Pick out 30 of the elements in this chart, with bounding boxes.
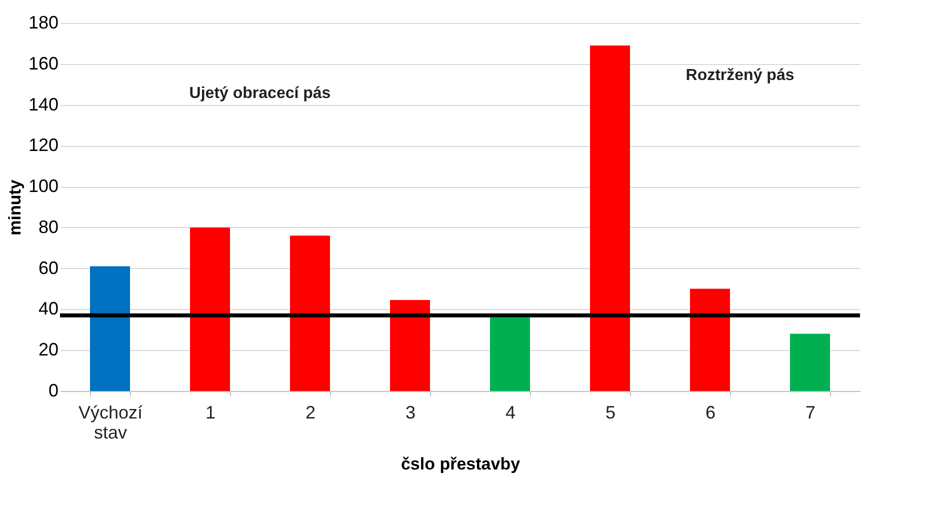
x-tick-label: 1 [205, 402, 216, 422]
x-tick-label: Výchozí stav [78, 402, 143, 442]
x-tick-label: 4 [505, 402, 516, 422]
x-tick-label: 2 [305, 402, 316, 422]
bar [390, 300, 430, 391]
x-tick-label: 5 [605, 402, 616, 422]
bar [590, 45, 630, 391]
x-tick-label: 6 [705, 402, 716, 422]
bar [190, 227, 230, 391]
y-tick-label: 40 [38, 298, 58, 319]
annotation: Roztržený pás [686, 67, 794, 84]
y-tick-label: 140 [28, 94, 58, 114]
y-tick-label: 180 [28, 12, 58, 32]
bar [490, 317, 530, 391]
x-tick-label: 7 [805, 402, 816, 422]
y-tick-label: 60 [38, 258, 58, 278]
y-tick-label: 0 [48, 380, 58, 400]
y-tick-label: 20 [38, 340, 58, 360]
x-axis-title: čslo přestavby [400, 454, 521, 474]
x-tick-label: 3 [405, 402, 416, 422]
annotation: Ujetý obracecí pás [189, 85, 331, 102]
y-tick-label: 100 [28, 176, 58, 196]
bar [790, 334, 830, 391]
bar [290, 236, 330, 391]
y-tick-label: 80 [38, 216, 58, 237]
y-axis-title: minuty [5, 179, 24, 236]
y-tick-label: 160 [28, 53, 58, 74]
bar [690, 288, 730, 391]
bar [90, 266, 130, 391]
y-tick-label: 120 [28, 135, 58, 156]
